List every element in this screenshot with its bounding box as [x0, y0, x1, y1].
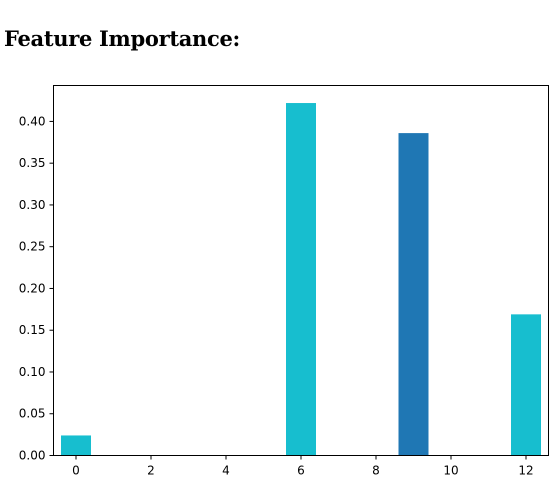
x-tick-label: 10	[443, 464, 458, 478]
y-tick-label: 0.35	[19, 156, 46, 170]
bar-feature-9	[398, 133, 429, 456]
x-tick-label: 4	[222, 464, 230, 478]
y-axis-ticks: 0.00 0.05 0.10 0.15 0.20 0.25 0.30 0.35 0.40	[19, 114, 54, 463]
x-tick-label: 2	[147, 464, 155, 478]
y-tick-label: 0.40	[19, 114, 46, 128]
page-heading: Feature Importance:	[4, 26, 241, 51]
x-tick-label: 8	[372, 464, 380, 478]
y-tick-label: 0.25	[19, 240, 46, 254]
plot-frame	[53, 85, 549, 456]
x-tick-label: 0	[72, 464, 80, 478]
y-tick-label: 0.20	[19, 281, 46, 295]
x-tick-label: 12	[518, 464, 533, 478]
y-tick-label: 0.30	[19, 198, 46, 212]
bar-feature-6	[286, 103, 316, 456]
bars-group	[61, 103, 541, 456]
bar-feature-12	[511, 314, 541, 456]
y-tick-label: 0.15	[19, 323, 46, 337]
y-tick-label: 0.10	[19, 365, 46, 379]
bar-feature-0	[61, 435, 91, 456]
y-tick-label: 0.05	[19, 407, 46, 421]
x-axis-ticks: 0 2 4 6 8 10 12	[72, 455, 534, 478]
x-tick-label: 6	[297, 464, 305, 478]
y-tick-label: 0.00	[19, 449, 46, 463]
